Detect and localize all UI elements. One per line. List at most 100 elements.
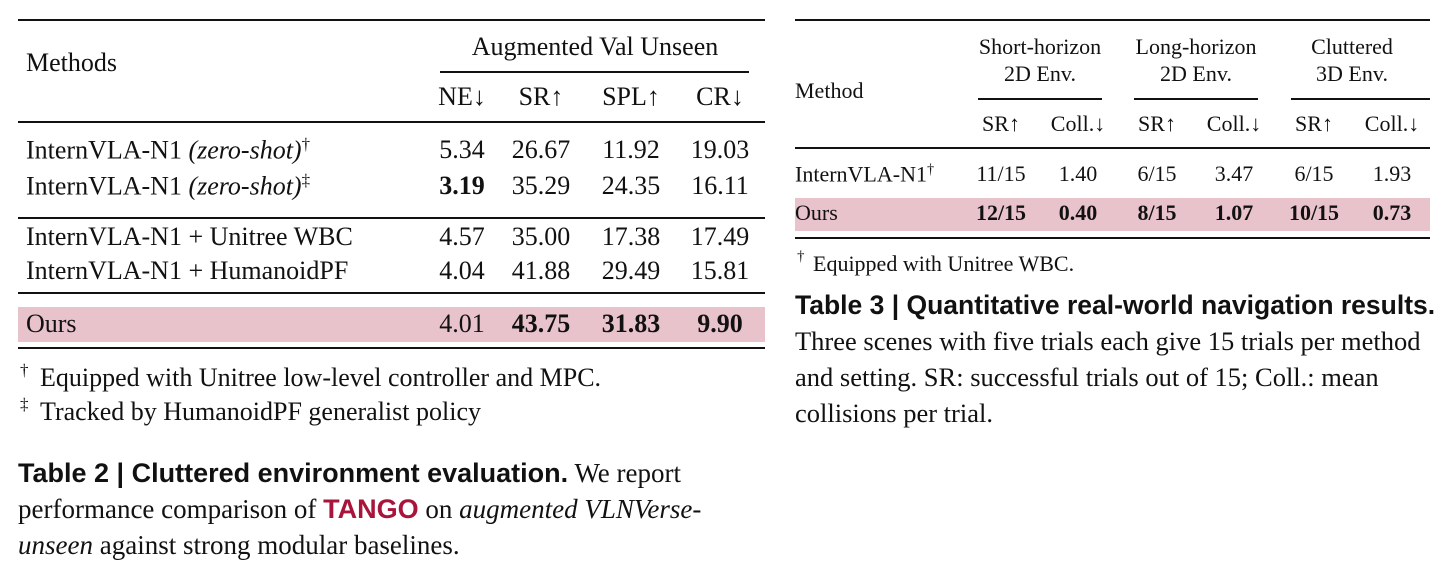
footnote-mark: † [301, 134, 311, 154]
table-cell: 19.03 [690, 135, 750, 164]
table3-caption: Table 3 | Quantitative real-world naviga… [795, 287, 1440, 431]
method-name: Ours [26, 309, 77, 338]
caption-text: augmented VLNVerse-unseen [18, 494, 702, 560]
table2-caption: Table 2 | Cluttered environment evaluati… [18, 455, 763, 563]
table-cell: 1.93 [1372, 161, 1412, 186]
caption-text: Three scenes with five trials each give … [795, 326, 1421, 428]
group-header: Augmented Val Unseen [471, 32, 719, 61]
table-cell: 26.67 [511, 135, 571, 164]
table-cell: 41.88 [511, 256, 571, 285]
group-header: Cluttered [1311, 34, 1393, 59]
method-cell: InternVLA-N1 + HumanoidPF [26, 258, 348, 284]
rule [795, 236, 1430, 240]
group-header: Long-horizon [1135, 34, 1257, 59]
caption-text: We report performance comparison of [18, 458, 681, 524]
rule [1134, 98, 1258, 100]
group-header: Short-horizon [978, 34, 1102, 59]
group-header: 2D Env. [1160, 61, 1232, 86]
caption-label: Table 3 | Quantitative real-world naviga… [795, 290, 1436, 320]
method-name: TANGO [323, 494, 419, 524]
table-cell: 24.35 [601, 171, 661, 200]
rule [18, 217, 765, 219]
table-cell: 12/15 [975, 200, 1027, 225]
method-note: (zero-shot) [188, 171, 302, 201]
column-header: SR↑ [518, 82, 564, 111]
table-cell: 31.83 [601, 309, 661, 338]
rule [978, 98, 1102, 100]
table-cell: 10/15 [1288, 200, 1340, 225]
column-header: Method [795, 78, 864, 103]
rule [18, 18, 765, 22]
table-cell: 15.81 [690, 256, 750, 285]
method-name: InternVLA-N1 [26, 135, 182, 165]
method-name: Ours [795, 200, 838, 225]
group-header: 2D Env. [1004, 61, 1076, 86]
table-cell: 0.73 [1372, 200, 1412, 225]
table-cell: 1.40 [1058, 161, 1098, 186]
method-name: InternVLA-N1 [26, 171, 182, 201]
table-cell: 35.00 [511, 222, 571, 251]
footnote-text: Equipped with Unitree WBC. [813, 251, 1075, 276]
table-cell: 11/15 [976, 161, 1026, 186]
column-header: SR↑ [1295, 111, 1333, 136]
table-cell: 8/15 [1137, 200, 1177, 225]
column-header: SPL↑ [602, 82, 660, 111]
method-name: InternVLA-N1 + Unitree WBC [26, 222, 353, 251]
table-cell: 9.90 [697, 309, 743, 338]
rule [1291, 98, 1430, 100]
method-name: InternVLA-N1 [795, 161, 927, 187]
footnote-mark: † [20, 360, 29, 380]
rule [18, 346, 765, 350]
table-cell: 17.38 [601, 222, 661, 251]
table-cell: 11.92 [602, 135, 660, 164]
column-header: NE↓ [438, 82, 486, 111]
column-header: SR↑ [982, 111, 1020, 136]
footnote-mark: † [797, 248, 805, 265]
caption-text: on [425, 494, 453, 524]
table-cell: 4.57 [439, 222, 485, 251]
table-cell: 4.01 [439, 309, 485, 338]
rule [440, 71, 749, 73]
row-highlight [18, 307, 765, 342]
table-cell: 35.29 [511, 171, 571, 200]
footnote-text: Tracked by HumanoidPF generalist policy [40, 397, 481, 426]
footnote-text: Equipped with Unitree low-level controll… [40, 363, 602, 392]
caption-text: against strong modular baselines. [99, 530, 460, 560]
method-cell: InternVLA-N1 (zero-shot)‡ [26, 170, 311, 201]
column-header: SR↑ [1138, 111, 1176, 136]
table-cell: 6/15 [1294, 161, 1334, 186]
method-cell: Ours [795, 202, 838, 224]
method-cell: Ours [26, 311, 77, 337]
table-cell: 4.04 [439, 256, 485, 285]
table-cell: 6/15 [1137, 161, 1177, 186]
caption-label: Table 2 | Cluttered environment evaluati… [18, 458, 569, 488]
method-name: InternVLA-N1 + HumanoidPF [26, 256, 349, 285]
rule [18, 121, 765, 123]
table-cell: 3.47 [1214, 161, 1254, 186]
rule [795, 147, 1430, 149]
column-header: Coll.↓ [1050, 111, 1106, 136]
table-cell: 5.34 [439, 135, 485, 164]
group-header: 3D Env. [1316, 61, 1388, 86]
table-cell: 29.49 [601, 256, 661, 285]
rule [795, 18, 1430, 22]
column-header: Methods [26, 48, 117, 77]
table-cell: 0.40 [1058, 200, 1098, 225]
footnote-mark: ‡ [20, 394, 29, 414]
table-cell: 1.07 [1214, 200, 1254, 225]
row-highlight [795, 198, 1430, 231]
method-cell: InternVLA-N1 + Unitree WBC [26, 224, 353, 250]
rule [18, 292, 765, 294]
footnote-mark: † [926, 161, 935, 178]
table-cell: 43.75 [511, 309, 571, 338]
table-cell: 16.11 [691, 171, 749, 200]
footnote-mark: ‡ [301, 170, 311, 190]
method-cell: InternVLA-N1† [795, 161, 935, 187]
table-cell: 17.49 [690, 222, 750, 251]
column-header: CR↓ [696, 82, 744, 111]
column-header: Coll.↓ [1206, 111, 1262, 136]
table-cell: 3.19 [439, 171, 485, 200]
method-note: (zero-shot) [188, 135, 302, 165]
column-header: Coll.↓ [1364, 111, 1420, 136]
